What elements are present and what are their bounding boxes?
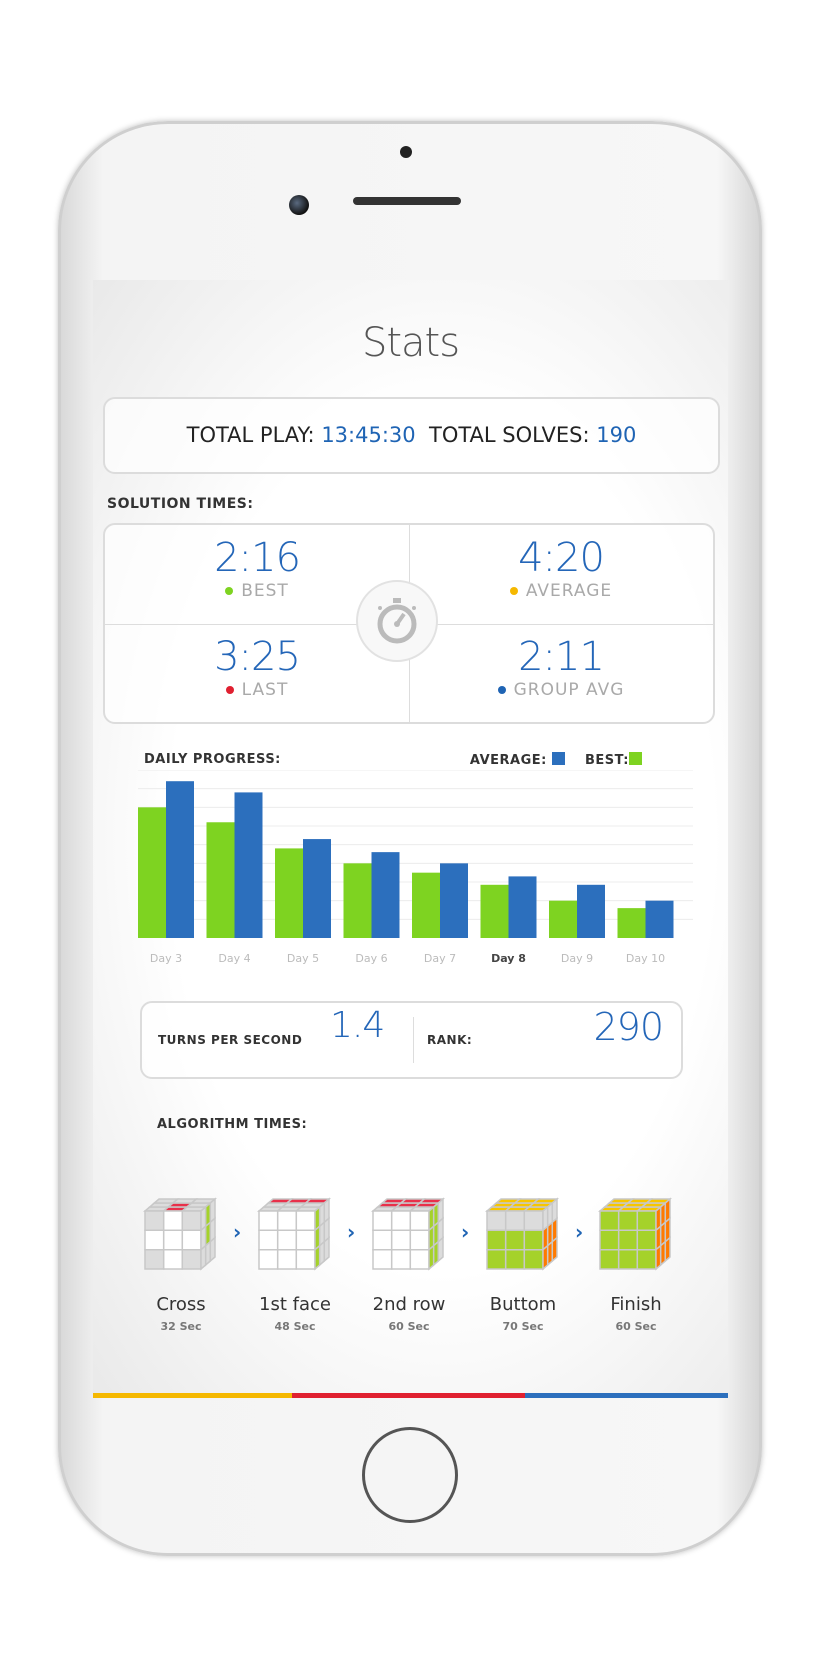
stopwatch-icon: [356, 580, 438, 662]
chevron-right-icon: ›: [575, 1220, 584, 1244]
solution-time-last: 3:25 LAST: [105, 624, 409, 723]
solution-time-group-avg: 2:11 GROUP AVG: [409, 624, 713, 723]
tps-label: TURNS PER SECOND: [158, 1033, 303, 1047]
chevron-right-icon: ›: [347, 1220, 356, 1244]
status-dot: [225, 685, 234, 694]
bar-best: [480, 884, 509, 938]
x-tick-label: Day 5: [287, 952, 319, 965]
chevron-right-icon: ›: [233, 1220, 242, 1244]
cube-finish-icon: [596, 1195, 676, 1279]
solution-times-label: SOLUTION TIMES:: [107, 496, 254, 512]
solution-time-best: 2:16 BEST: [105, 525, 409, 624]
bar-average: [440, 863, 468, 938]
status-dot: [225, 587, 234, 595]
bar-average: [166, 781, 194, 938]
cube-2nd-row-icon: [369, 1195, 449, 1279]
total-solves-value: 190: [596, 423, 637, 447]
bar-average: [303, 839, 331, 938]
algorithm-name: Cross: [156, 1294, 206, 1315]
time-label: LAST: [241, 679, 289, 700]
bar-average: [234, 792, 263, 938]
bar-best: [343, 863, 372, 938]
metrics-panel: TURNS PER SECOND 1.4 RANK: 290: [140, 1001, 683, 1079]
chevron-right-icon: ›: [461, 1220, 470, 1244]
algorithm-time: 60 Sec: [388, 1320, 430, 1333]
algorithm-name: Finish: [610, 1294, 662, 1315]
algorithm-times-label: ALGORITHM TIMES:: [157, 1117, 308, 1132]
status-dot: [509, 587, 518, 595]
legend-average-label: AVERAGE:: [469, 753, 547, 768]
screen: Stats TOTAL PLAY: 13:45:30 TOTAL SOLVES:…: [93, 280, 728, 1398]
color-bar-red: [292, 1393, 525, 1398]
algorithm-name: 1st face: [259, 1294, 331, 1315]
color-bar-yellow: [93, 1393, 292, 1398]
total-play-value: 13:45:30: [321, 423, 416, 447]
time-label: GROUP AVG: [513, 679, 625, 700]
time-label: BEST: [241, 581, 289, 601]
time-value: 2:16: [214, 535, 301, 581]
page-title: Stats: [361, 320, 460, 366]
bar-best: [549, 900, 577, 938]
legend-average-swatch: [551, 752, 565, 765]
algorithm-time: 60 Sec: [615, 1320, 657, 1333]
algorithm-time: 32 Sec: [160, 1320, 202, 1333]
speaker: [353, 197, 461, 205]
time-value: 3:25: [214, 633, 301, 680]
cube-buttom-icon: [483, 1195, 563, 1279]
legend-best-label: BEST:: [584, 753, 629, 768]
cube-1st-face-icon: [255, 1195, 335, 1279]
status-dot: [497, 685, 506, 694]
x-tick-label: Day 3: [150, 952, 182, 965]
bar-best: [275, 848, 303, 938]
bar-average: [577, 884, 605, 938]
bar-best: [617, 908, 646, 938]
solution-time-average: 4:20 AVERAGE: [409, 525, 713, 624]
x-tick-label: Day 8: [491, 952, 526, 965]
bar-best: [412, 872, 440, 938]
rank-label: RANK:: [427, 1033, 473, 1047]
color-bar-blue: [525, 1393, 728, 1398]
home-button[interactable]: [362, 1427, 458, 1523]
daily-progress-title: DAILY PROGRESS:: [144, 752, 281, 767]
bar-best: [138, 807, 166, 938]
time-label: AVERAGE: [525, 581, 613, 601]
algorithm-name: 2nd row: [372, 1294, 446, 1315]
bar-average: [371, 852, 400, 938]
solution-times-panel: 2:16 BEST 4:20 AVERAGE 3:25 LAST 2:11 GROUP AVG: [103, 523, 715, 724]
daily-progress-chart: Day 3 Day 4 Day 5 Day 6 Day 7 Day 8 Day 9 Day 1…: [138, 770, 693, 965]
algorithm-name: Buttom: [489, 1294, 557, 1315]
bar-average: [645, 900, 674, 938]
total-play-label: TOTAL PLAY:: [186, 423, 315, 447]
camera: [289, 195, 309, 215]
x-tick-label: Day 7: [424, 952, 456, 965]
x-tick-label: Day 4: [218, 952, 250, 965]
bar-average: [508, 876, 537, 938]
legend: AVERAGE: BEST:: [470, 752, 642, 768]
sensor: [400, 146, 412, 158]
cube-cross-icon: [141, 1195, 221, 1279]
x-tick-label: Day 9: [561, 952, 593, 965]
x-tick-label: Day 10: [626, 952, 665, 965]
tps-value: 1.4: [330, 1005, 385, 1046]
rank-value: 290: [593, 1005, 664, 1049]
time-value: 2:11: [518, 633, 605, 680]
total-solves-label: TOTAL SOLVES:: [429, 423, 590, 447]
time-value: 4:20: [518, 535, 605, 581]
x-tick-label: Day 6: [355, 952, 387, 965]
algorithm-time: 48 Sec: [274, 1320, 316, 1333]
bar-best: [206, 822, 235, 938]
legend-best-swatch: [629, 752, 642, 765]
totals-panel: TOTAL PLAY: 13:45:30 TOTAL SOLVES: 190: [103, 397, 720, 474]
algorithm-time: 70 Sec: [502, 1320, 544, 1333]
